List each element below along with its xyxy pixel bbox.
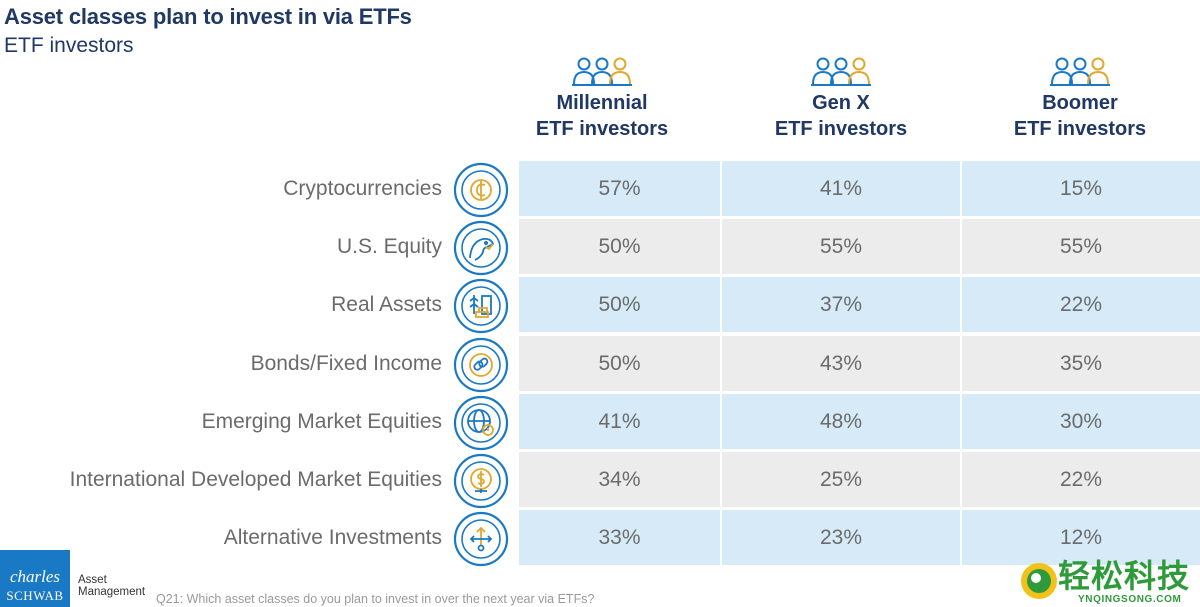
column-header-line1: Gen X [812,92,870,114]
data-cell: 41% [519,394,720,449]
data-cell: 55% [962,219,1200,274]
data-cell: 23% [722,510,960,565]
logo-sub1: Asset [78,574,107,586]
row-label: Real Assets [331,293,442,316]
table-row: Alternative Investments 33% 23% 12% [0,510,1200,567]
row-label: Emerging Market Equities [201,410,442,433]
data-cell: 34% [519,452,720,507]
column-header-line1: Boomer [1042,92,1118,114]
column-header-line2: ETF investors [1013,118,1147,140]
data-cell: 48% [722,394,960,449]
table-row: Cryptocurrencies 57% 41% 15% [0,161,1200,218]
data-cell: 25% [722,452,960,507]
split-arrows-icon [453,511,509,567]
data-cell: 55% [722,219,960,274]
row-label: Cryptocurrencies [283,177,442,200]
people-group-icon [1050,57,1110,86]
table-row: Emerging Market Equities 41% 48% 30% [0,394,1200,451]
data-cell: 33% [519,510,720,565]
data-cell: 37% [722,277,960,332]
schwab-logo: charles SCHWAB [0,550,70,607]
row-label: U.S. Equity [336,235,442,258]
data-cell: 43% [722,336,960,391]
globe-dollar-icon [453,453,509,509]
data-cell: 50% [519,336,720,391]
footnote: Q21: Which asset classes do you plan to … [156,592,595,606]
logo-line1: charles [9,567,61,586]
data-cell: 41% [722,161,960,216]
table-row: U.S. Equity 50% 55% 55% [0,219,1200,276]
logo-line2: SCHWAB [6,588,64,603]
column-header: Boomer ETF investors [961,54,1199,142]
watermark-url: YNQINGSONG.COM [1078,594,1182,605]
globe-search-icon [453,395,509,451]
people-group-icon [811,57,871,86]
table-row: Bonds/Fixed Income 50% 43% 35% [0,336,1200,393]
watermark-logo-icon [1021,563,1057,599]
data-cell: 22% [962,452,1200,507]
column-header: Millennial ETF investors [483,54,721,142]
people-group-icon [572,57,632,86]
chain-link-icon [453,337,509,393]
column-header-line1: Millennial [556,92,648,114]
chart-subtitle: ETF investors [4,34,134,57]
column-header: Gen X ETF investors [722,54,960,142]
data-cell: 35% [962,336,1200,391]
data-cell: 50% [519,277,720,332]
data-cell: 22% [962,277,1200,332]
table-row: Real Assets 50% 37% 22% [0,277,1200,334]
row-label: Alternative Investments [223,526,442,549]
eagle-icon [453,220,509,276]
column-header-line2: ETF investors [774,118,908,140]
data-cell: 30% [962,394,1200,449]
watermark-text: 轻松科技 [1058,558,1191,594]
data-cell: 12% [962,510,1200,565]
crypto-coin-icon [453,162,509,218]
table-row: International Developed Market Equities 3… [0,452,1200,509]
row-label: International Developed Market Equities [69,468,442,491]
column-header-line2: ETF investors [535,118,669,140]
logo-subtitle: Asset Management [78,574,145,598]
data-cell: 57% [519,161,720,216]
real-assets-icon [453,278,509,334]
logo-sub2: Management [78,586,146,598]
data-cell: 50% [519,219,720,274]
chart-title: Asset classes plan to invest in via ETFs [4,4,412,29]
row-label: Bonds/Fixed Income [250,352,442,375]
data-cell: 15% [962,161,1200,216]
